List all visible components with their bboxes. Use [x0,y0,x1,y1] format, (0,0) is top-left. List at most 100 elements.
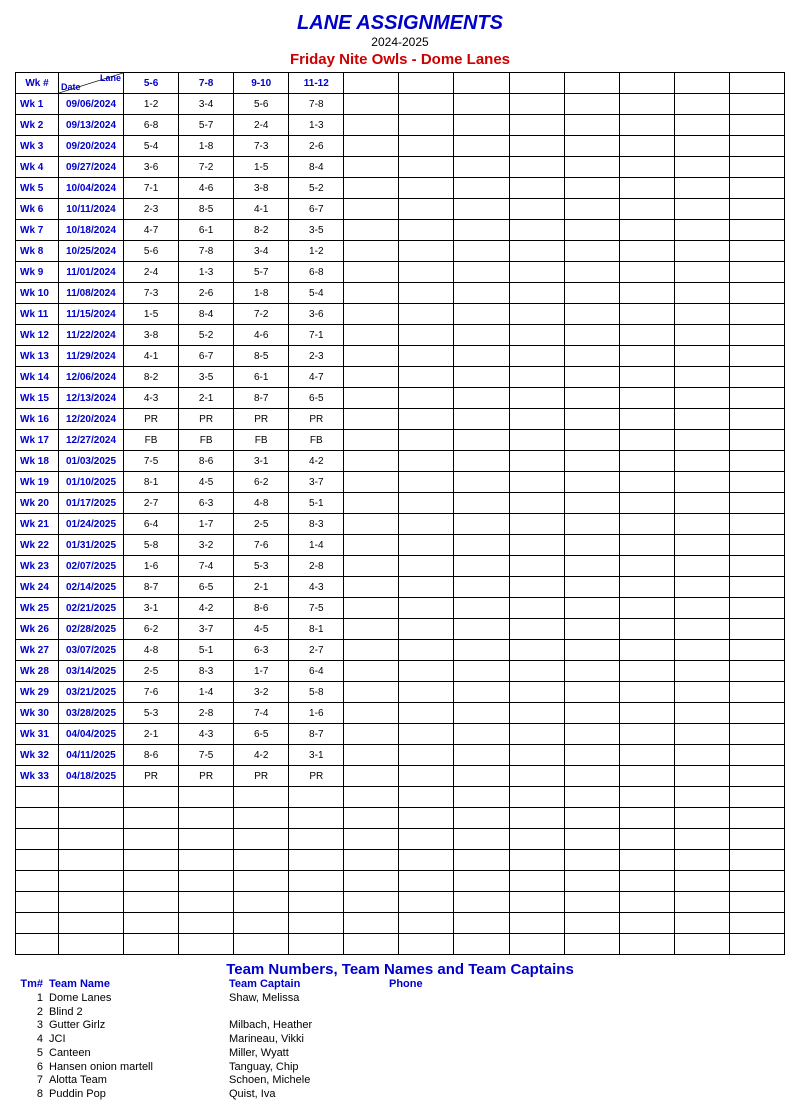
cell-date: 11/01/2024 [59,262,124,283]
cell-empty [124,787,179,808]
cell-pair [509,199,564,220]
diag-lane-label: Lane [100,73,121,83]
cell-pair: PR [124,766,179,787]
cell-empty [674,808,729,829]
cell-pair [399,745,454,766]
cell-pair [619,157,674,178]
cell-pair [454,283,509,304]
team-name: Blind 2 [49,1006,229,1020]
cell-pair: 5-7 [234,262,289,283]
cell-empty [564,934,619,955]
cell-pair [344,493,399,514]
table-row-empty [16,829,785,850]
cell-pair [454,241,509,262]
cell-empty [16,808,59,829]
cell-pair [729,262,784,283]
cell-pair [454,745,509,766]
cell-pair [564,115,619,136]
cell-empty [564,787,619,808]
cell-pair [454,514,509,535]
table-row: Wk 3104/04/20252-14-36-58-7 [16,724,785,745]
cell-pair [509,304,564,325]
cell-pair: 8-1 [289,619,344,640]
table-row-empty [16,787,785,808]
cell-pair [344,640,399,661]
table-row: Wk 2703/07/20254-85-16-32-7 [16,640,785,661]
cell-pair: 1-6 [289,703,344,724]
cell-pair [564,661,619,682]
cell-pair: 7-3 [124,283,179,304]
cell-pair: 6-5 [234,724,289,745]
team-num: 7 [15,1074,49,1088]
teams-section-title: Team Numbers, Team Names and Team Captai… [15,961,785,978]
team-captain: Marineau, Vikki [229,1033,389,1047]
cell-pair: 1-6 [124,556,179,577]
cell-empty [454,829,509,850]
cell-empty [674,871,729,892]
cell-pair [564,220,619,241]
cell-date: 01/03/2025 [59,451,124,472]
cell-pair [454,619,509,640]
cell-empty [619,913,674,934]
cell-pair: 3-6 [124,157,179,178]
cell-pair [454,661,509,682]
th-date-lane: DateLane [59,73,124,94]
cell-wk: Wk 3 [16,136,59,157]
cell-pair: 2-1 [179,388,234,409]
cell-pair: 4-5 [234,619,289,640]
team-num: 2 [15,1006,49,1020]
cell-pair: 1-8 [179,136,234,157]
cell-pair [619,220,674,241]
cell-pair: 4-2 [234,745,289,766]
team-row: 7Alotta TeamSchoen, Michele [15,1074,785,1088]
cell-date: 11/15/2024 [59,304,124,325]
team-name: Gutter Girlz [49,1019,229,1033]
team-phone [389,1074,509,1088]
cell-empty [124,892,179,913]
cell-pair [509,724,564,745]
cell-wk: Wk 32 [16,745,59,766]
team-phone [389,992,509,1006]
cell-pair [564,430,619,451]
cell-empty [344,871,399,892]
cell-pair [729,157,784,178]
cell-empty [674,892,729,913]
cell-wk: Wk 4 [16,157,59,178]
cell-pair [344,703,399,724]
cell-pair [344,115,399,136]
cell-pair: FB [179,430,234,451]
cell-empty [454,871,509,892]
cell-pair: 1-3 [289,115,344,136]
cell-empty [729,808,784,829]
cell-pair: 5-2 [179,325,234,346]
cell-wk: Wk 26 [16,619,59,640]
cell-pair [564,451,619,472]
table-row: Wk 2402/14/20258-76-52-14-3 [16,577,785,598]
cell-pair [674,661,729,682]
cell-pair [674,640,729,661]
team-name: Puddin Pop [49,1088,229,1102]
cell-pair [619,262,674,283]
cell-empty [509,850,564,871]
cell-empty [619,829,674,850]
cell-wk: Wk 28 [16,661,59,682]
cell-pair: 8-7 [124,577,179,598]
cell-pair [509,703,564,724]
cell-pair [509,262,564,283]
cell-pair: 1-2 [289,241,344,262]
cell-pair: 8-2 [234,220,289,241]
cell-pair: PR [289,766,344,787]
cell-pair [674,598,729,619]
cell-pair [729,304,784,325]
cell-pair [674,556,729,577]
cell-pair [509,514,564,535]
cell-wk: Wk 10 [16,283,59,304]
cell-pair [399,451,454,472]
cell-pair: 3-8 [234,178,289,199]
cell-empty [124,934,179,955]
cell-pair [674,472,729,493]
cell-pair [729,514,784,535]
cell-pair [399,598,454,619]
cell-empty [344,850,399,871]
cell-empty [59,871,124,892]
